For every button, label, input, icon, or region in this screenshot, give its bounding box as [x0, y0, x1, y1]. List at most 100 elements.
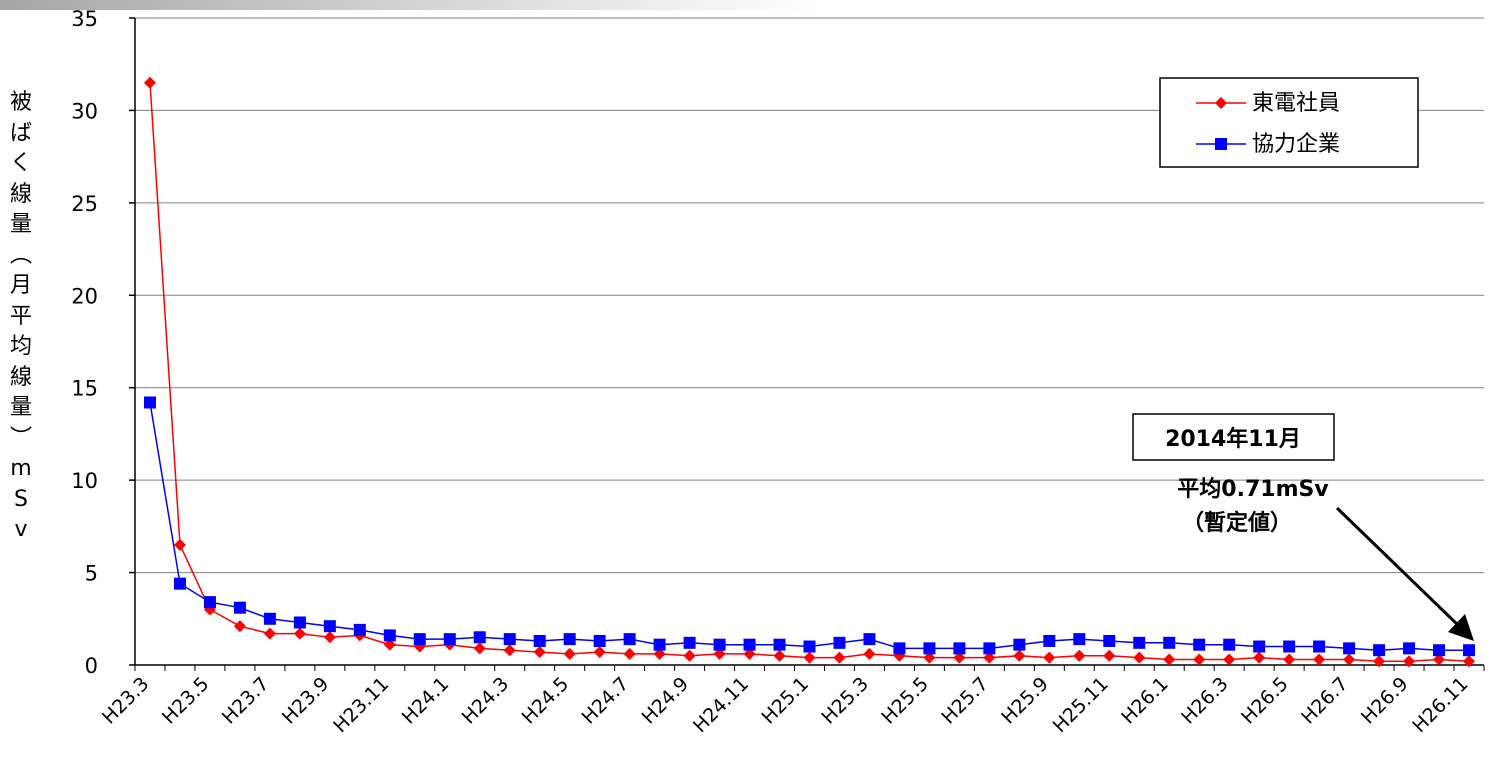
y-axis-title-char: 月: [9, 273, 32, 298]
data-point: [653, 638, 666, 651]
data-point: [623, 633, 636, 646]
x-tick-label: H26.7: [1297, 673, 1353, 729]
x-tick-label: H23.7: [218, 673, 274, 729]
x-tick-label: H24.11: [689, 673, 753, 737]
data-point: [503, 644, 516, 657]
y-axis-title-char: ︶: [9, 425, 32, 451]
annotation-date: 2014年11月: [1165, 426, 1301, 452]
annotation: 2014年11月 平均0.71mSv （暫定値）: [1132, 413, 1474, 641]
y-tick-label: 10: [71, 469, 98, 493]
data-point: [1073, 633, 1086, 646]
y-tick-label: 35: [71, 7, 98, 31]
y-axis-title-char: ︵: [9, 242, 32, 268]
data-point: [773, 649, 786, 662]
data-point: [323, 620, 336, 633]
x-tick-label: H23.3: [98, 673, 154, 729]
data-point: [923, 651, 936, 664]
y-tick-label: 0: [85, 654, 98, 678]
axes: [129, 17, 1485, 671]
data-point: [1343, 653, 1356, 666]
top-decorative-bar: [0, 0, 1488, 10]
data-point: [383, 629, 396, 642]
data-point: [1313, 653, 1326, 666]
x-tick-label: H25.1: [757, 673, 813, 729]
data-point: [1373, 655, 1386, 668]
data-point: [1043, 651, 1056, 664]
x-tick-label: H25.3: [817, 673, 873, 729]
data-point: [593, 646, 606, 659]
data-point: [1433, 644, 1446, 657]
legend-marker-contractors: [1215, 138, 1227, 150]
y-axis-title-char: 量: [9, 212, 32, 237]
annotation-box: [1132, 413, 1335, 461]
data-point: [263, 627, 276, 640]
data-point: [443, 633, 456, 646]
annotation-arrow-head: [1448, 614, 1474, 641]
data-point: [863, 633, 876, 646]
data-point: [593, 634, 606, 647]
data-point: [203, 596, 216, 609]
annotation-average: 平均0.71mSv: [1177, 476, 1329, 502]
data-point: [1403, 642, 1416, 655]
y-tick-label: 20: [71, 284, 98, 308]
annotation-arrow-shaft: [1335, 506, 1462, 629]
data-point: [563, 633, 576, 646]
y-tick-labels: 0 5 10 15 20 25 30 35: [71, 7, 98, 678]
data-point: [803, 651, 816, 664]
series-line: [149, 82, 1470, 663]
x-tick-label: H23.11: [329, 673, 393, 737]
data-point: [173, 577, 186, 590]
data-point: [473, 642, 486, 655]
x-tick-label: H23.9: [278, 673, 334, 729]
legend-label-tepco: 東電社員: [1252, 91, 1340, 116]
data-point: [1223, 653, 1236, 666]
y-axis-title-char: ば: [9, 120, 32, 146]
data-point: [353, 623, 366, 636]
gridlines: [135, 17, 1484, 574]
data-point: [1253, 651, 1266, 664]
data-point: [1043, 634, 1056, 647]
data-point: [923, 642, 936, 655]
data-point: [1283, 640, 1296, 653]
data-point: [263, 612, 276, 625]
data-point: [743, 638, 756, 651]
data-point: [713, 638, 726, 651]
data-point: [953, 642, 966, 655]
data-point: [1313, 640, 1326, 653]
data-point: [233, 601, 246, 614]
x-tick-label: H26.11: [1408, 673, 1472, 737]
data-point: [173, 538, 186, 551]
y-tick-label: 15: [71, 377, 98, 401]
data-point: [1253, 640, 1266, 653]
legend-marker-tepco: [1215, 97, 1227, 109]
y-axis-title-char: 量: [9, 395, 32, 420]
data-point: [1193, 653, 1206, 666]
series-1: [143, 396, 1476, 657]
y-axis-title-char: 線: [9, 364, 32, 390]
data-point: [473, 631, 486, 644]
legend: 東電社員 協力企業: [1159, 77, 1419, 168]
data-point: [773, 638, 786, 651]
data-point: [1013, 649, 1026, 662]
data-point: [1223, 638, 1236, 651]
data-point: [683, 649, 696, 662]
data-point: [1103, 649, 1116, 662]
data-point: [1163, 636, 1176, 649]
x-tick-label: H25.11: [1049, 673, 1113, 737]
data-point: [143, 76, 156, 89]
x-tick-label: H24.5: [518, 673, 574, 729]
data-point: [1103, 634, 1116, 647]
legend-box: [1159, 77, 1419, 168]
data-point: [383, 638, 396, 651]
x-tick-label: H24.3: [458, 673, 514, 729]
data-point: [1433, 653, 1446, 666]
data-point: [563, 647, 576, 660]
data-point: [623, 647, 636, 660]
series: [143, 76, 1476, 668]
y-axis-title-char: 線: [9, 181, 32, 207]
data-point: [833, 651, 846, 664]
data-point: [983, 651, 996, 664]
